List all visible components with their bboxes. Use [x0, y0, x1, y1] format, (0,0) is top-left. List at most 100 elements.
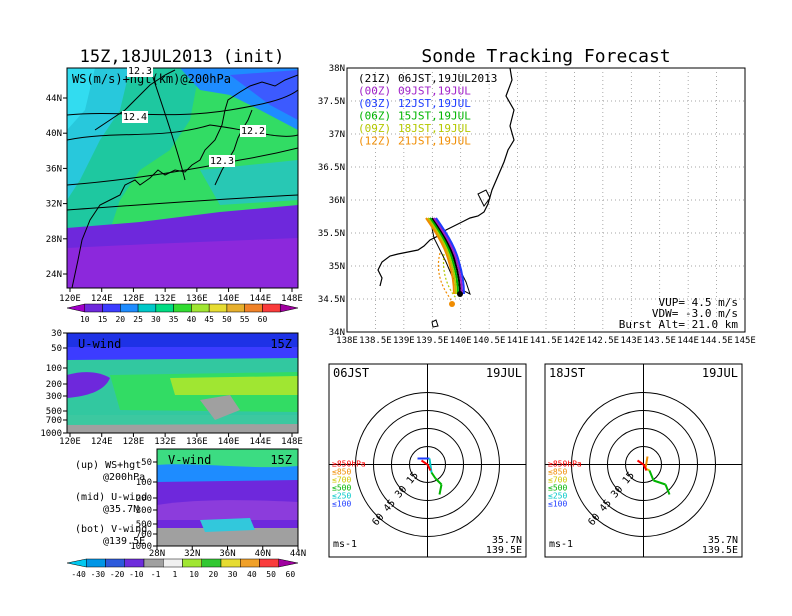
hodo-segment — [434, 477, 443, 486]
v-colorbar-label: 10 — [189, 570, 199, 579]
track-legend-jst: 21JST,19JUL — [398, 135, 471, 148]
v-colorbar-swatch — [163, 558, 183, 568]
track-xtick-label: 143.5E — [643, 336, 676, 346]
colorbar-swatch — [173, 303, 192, 313]
map-xtick-label: 140E — [218, 294, 240, 304]
hodo-lon-label: 139.5E — [702, 545, 738, 556]
hodo-level-label: ≤850 — [332, 468, 351, 477]
vwind-ytick-label: 50 — [141, 458, 152, 468]
v-colorbar-swatch — [220, 558, 241, 568]
hodo-level-label: ≤250 — [548, 492, 567, 501]
v-colorbar-label: -1 — [151, 570, 161, 579]
hodo-level-label: ≤700 — [548, 476, 567, 485]
uwind-xtick-label: 132E — [154, 437, 176, 447]
track-xtick-label: 141.5E — [530, 336, 563, 346]
hodograph-18jst: 18JST 19JUL35.7N139.5Ems-115304560≥850hPa… — [544, 363, 743, 558]
v-colorbar-swatch — [182, 558, 202, 568]
v-colorbar: -40 -30 -20 -10 -1 1 10 20 30 40 50 60 — [66, 558, 299, 579]
v-colorbar-swatch — [259, 558, 279, 568]
legend-note-line1: (up) WS+hgt — [75, 460, 141, 471]
colorbar-swatch — [102, 303, 121, 313]
map-xticks: 120E 124E 128E 132E 136E 140E 144E 148E — [59, 288, 303, 304]
uwind-ytick-label: 30 — [51, 329, 62, 339]
uwind-xtick-label: 144E — [249, 437, 271, 447]
track-ytick-label: 35.5N — [318, 229, 345, 239]
v-colorbar-label: -40 — [71, 570, 86, 579]
v-colorbar-swatch — [86, 558, 106, 568]
vwind-xtick-label: 32N — [184, 549, 200, 559]
track-ytick-label: 38N — [329, 64, 345, 74]
uwind-time: 15Z — [270, 337, 292, 351]
vwind-xtick-label: 28N — [149, 549, 165, 559]
landing-marker — [449, 301, 455, 307]
track-ytick-label: 34N — [329, 328, 345, 338]
coastline — [377, 68, 515, 287]
track-panel: 34N 34.5N 35N 35.5N 36N 36.5N 37N 37.5N 38N 138E… — [318, 64, 756, 346]
map-title: 15Z,18JUL2013 (init) — [80, 47, 285, 67]
v-colorbar-label: -10 — [129, 570, 144, 579]
hodo-segment — [438, 484, 443, 495]
track-legend-jst: 12JST,19JUL — [398, 97, 471, 110]
colorbar-swatch — [66, 303, 86, 313]
colorbar-label: 40 — [187, 315, 197, 324]
uwind-ytick-label: 700 — [46, 416, 62, 426]
vwind-xtick-label: 36N — [219, 549, 235, 559]
track-title: Sonde Tracking Forecast — [421, 46, 670, 67]
vwind-ytick-label: 100 — [136, 478, 152, 488]
sonde-track — [431, 217, 461, 295]
hodo-level-label: ≤850 — [548, 468, 567, 477]
legend-note-line1: (bot) V-wind — [75, 524, 147, 535]
uwind-xtick-label: 148E — [281, 437, 303, 447]
ws-map-label: WS(m/s)+hgt(km)@200hPa — [72, 72, 231, 86]
map-ytick-label: 32N — [46, 200, 62, 210]
colorbar-swatch — [262, 303, 281, 313]
hodo-segment — [420, 459, 432, 471]
track-legend: (21Z) 06JST,19JUL2013 (00Z) 09JST,19JUL (03Z… — [358, 72, 497, 148]
legend-note-line2: @35.7N — [103, 504, 139, 515]
v-colorbar-swatch — [66, 558, 87, 568]
track-legend-utc: (21Z) — [358, 72, 391, 85]
sonde-track — [429, 217, 459, 295]
track-ytick-label: 37N — [329, 130, 345, 140]
hodo-segment — [653, 479, 666, 486]
hodo-level-label: ≤500 — [548, 484, 567, 493]
hodo-segment — [636, 459, 648, 471]
legend-note-line1: (mid) U-wind — [75, 492, 147, 503]
track-xtick-label: 142.5E — [587, 336, 620, 346]
track-xtick-label: 139.5E — [416, 336, 449, 346]
track-xtick-label: 140.5E — [473, 336, 506, 346]
vwind-time: 15Z — [270, 453, 292, 467]
hodo-segment — [644, 456, 649, 469]
colorbar-swatch — [137, 303, 157, 313]
map-ytick-label: 44N — [46, 94, 62, 104]
uwind-ytick-label: 100 — [46, 364, 62, 374]
v-colorbar-label: 1 — [172, 570, 177, 579]
vwind-xtick-label: 40N — [255, 549, 271, 559]
vdw-text: VDW= -3.0 m/s — [652, 307, 738, 320]
colorbar-label: 30 — [151, 315, 161, 324]
colorbar-label: 10 — [80, 315, 90, 324]
colorbar-swatch — [279, 303, 299, 313]
hodograph-06jst: 06JST 19JUL35.7N139.5Ems-115304560≥850hPa… — [328, 363, 527, 558]
map-xtick-label: 124E — [91, 294, 113, 304]
map-ytick-label: 40N — [46, 129, 62, 139]
uwind-ytick-label: 200 — [46, 380, 62, 390]
hodo-level-label: ≤500 — [332, 484, 351, 493]
colorbar-swatch — [84, 303, 103, 313]
map-ytick-label: 28N — [46, 235, 62, 245]
track-legend-utc: (03Z) — [358, 97, 391, 110]
v-colorbar-label: 30 — [228, 570, 238, 579]
map-xtick-label: 148E — [281, 294, 303, 304]
v-colorbar-label: -20 — [110, 570, 125, 579]
v-colorbar-swatch — [201, 558, 222, 568]
hodo-segment — [664, 484, 671, 495]
uwind-ytick-label: 1000 — [40, 429, 62, 439]
track-xtick-label: 144.5E — [700, 336, 733, 346]
track-yticks: 34N 34.5N 35N 35.5N 36N 36.5N 37N 37.5N 38N — [318, 64, 345, 338]
contour-label: 12.2 — [241, 126, 265, 137]
hodo-level-label: ≤250 — [332, 492, 351, 501]
